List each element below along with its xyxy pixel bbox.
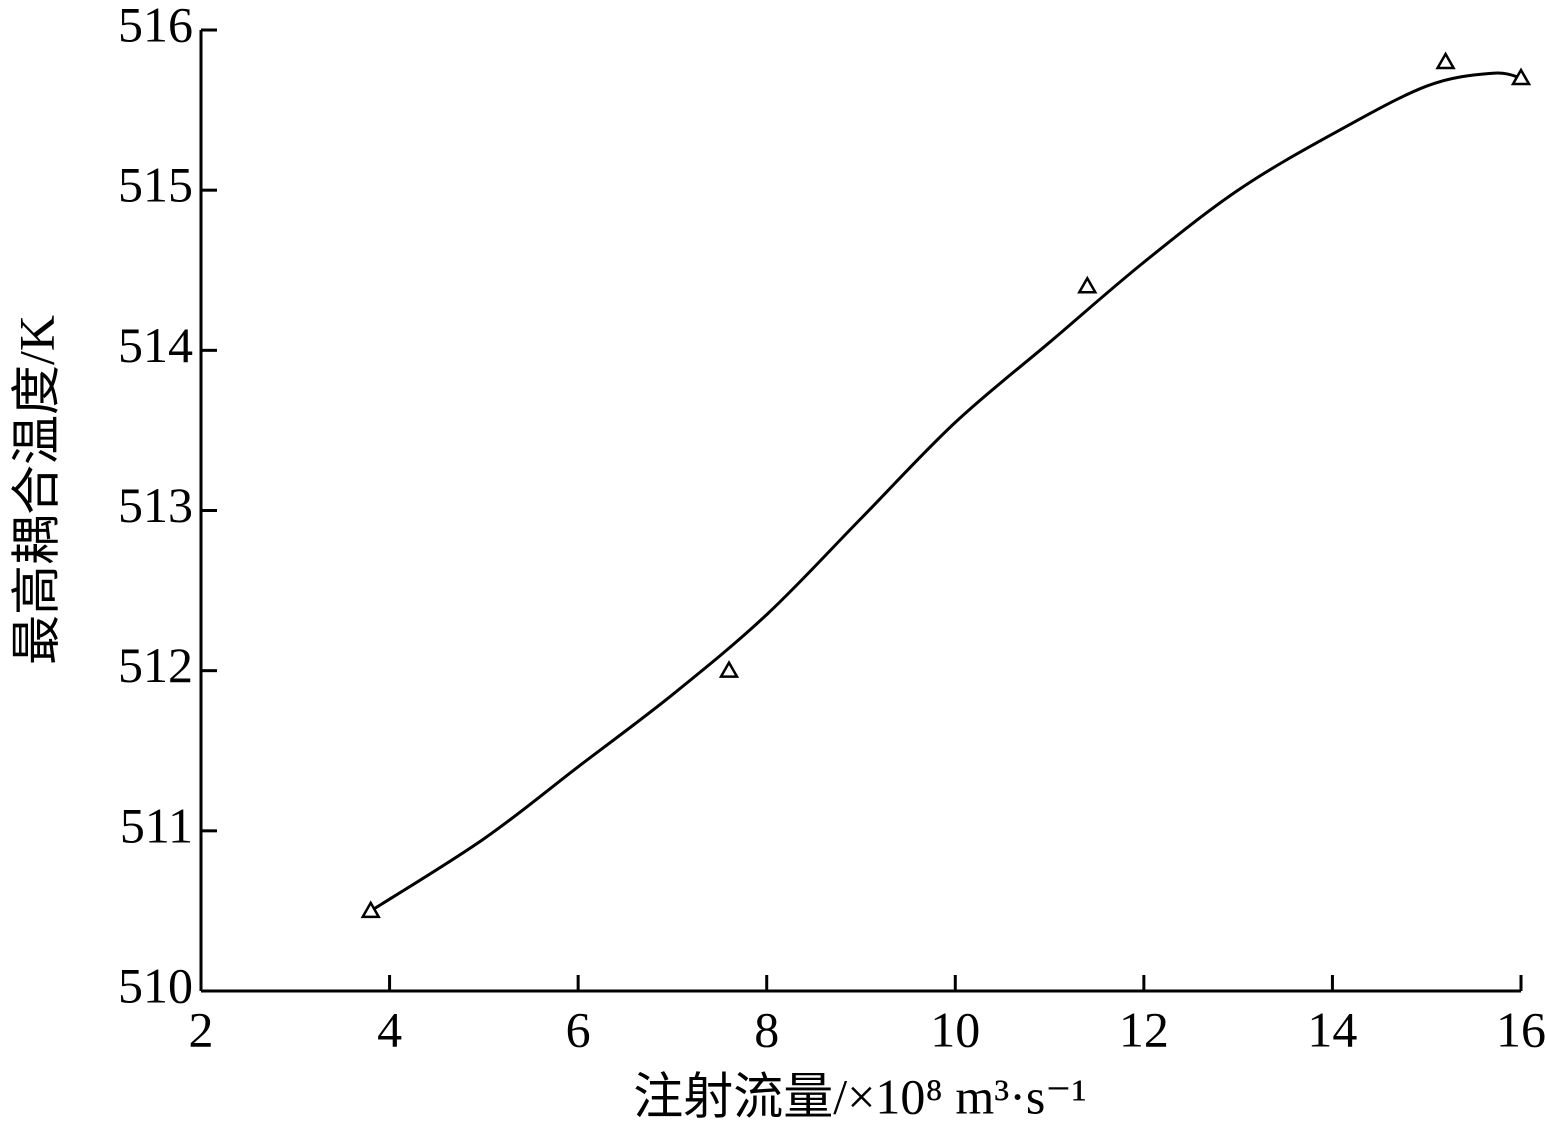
y-tick-label: 510 [118,957,193,1013]
triangle-marker [1510,67,1532,86]
y-tick-label: 513 [118,477,193,533]
y-axis-label: 最高耦合温度/K [8,315,64,665]
x-axis-label: 注射流量/×10⁸ m³·s⁻¹ [633,1068,1086,1124]
x-tick-label: 4 [377,1001,402,1057]
x-tick-label: 8 [754,1001,779,1057]
triangle-marker [1077,275,1098,294]
y-tick-label: 512 [118,637,193,693]
x-tick-label: 10 [930,1001,980,1057]
y-tick-label: 516 [118,0,193,52]
x-tick-label: 14 [1307,1001,1357,1057]
x-tick-label: 12 [1119,1001,1169,1057]
triangle-marker [360,900,381,919]
triangle-marker [718,660,740,678]
y-tick-label: 511 [120,797,193,853]
triangle-marker [1435,51,1456,70]
x-tick-label: 6 [566,1001,591,1057]
fit-curve [369,71,1522,913]
y-tick-label: 515 [118,157,193,213]
y-tick-label: 514 [118,317,193,373]
x-tick-label: 16 [1496,1001,1546,1057]
x-tick-label: 2 [189,1001,214,1057]
